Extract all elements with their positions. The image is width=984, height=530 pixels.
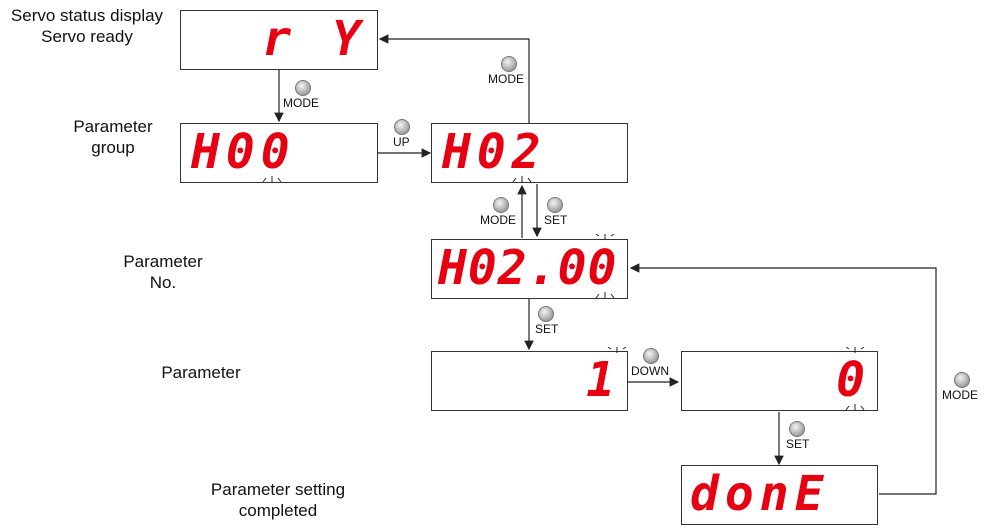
blink-mark-param-bottom xyxy=(595,292,615,299)
display-text-value-1: 1 xyxy=(586,352,621,408)
mode-button-icon xyxy=(954,372,970,388)
blink-mark-h00 xyxy=(262,176,282,183)
blink-mark-value-0-bottom xyxy=(845,404,865,411)
display-param-no: H02.00 xyxy=(431,239,628,299)
display-text-h02: H02 xyxy=(442,124,547,180)
blink-mark-value-1 xyxy=(607,347,627,353)
up-button-icon xyxy=(394,119,410,135)
set-button-icon xyxy=(547,197,563,213)
display-servo-ready: r Y xyxy=(180,10,378,70)
display-text-param-no: H02.00 xyxy=(438,240,618,296)
display-group-h00: H00 xyxy=(180,123,378,183)
parameter-label: Parameter xyxy=(161,363,241,382)
blink-mark-value-0-top xyxy=(845,347,865,353)
display-value-1: 1 xyxy=(431,351,628,411)
parameter-group-label: Parameter group xyxy=(73,117,153,157)
mode-button-icon xyxy=(501,56,517,72)
display-text-ready: r Y xyxy=(262,11,367,67)
blink-mark-h02 xyxy=(512,176,532,183)
blink-mark-param-top xyxy=(595,234,615,240)
display-text-value-0: 0 xyxy=(836,352,871,408)
set-button-icon xyxy=(538,306,554,322)
display-text-h00: H00 xyxy=(191,124,296,180)
set-button-icon xyxy=(789,421,805,437)
display-text-done: donE xyxy=(690,466,830,522)
mode-button-icon xyxy=(295,80,311,96)
mode-button-icon xyxy=(493,197,509,213)
display-group-h02: H02 xyxy=(431,123,628,183)
servo-status-label: Servo status display Servo ready xyxy=(10,6,164,46)
parameter-no-label: Parameter No. xyxy=(123,252,203,292)
display-value-0: 0 xyxy=(681,351,878,411)
down-button-icon xyxy=(643,348,659,364)
display-done: donE xyxy=(681,465,878,525)
setting-completed-label: Parameter setting completed xyxy=(210,480,346,520)
